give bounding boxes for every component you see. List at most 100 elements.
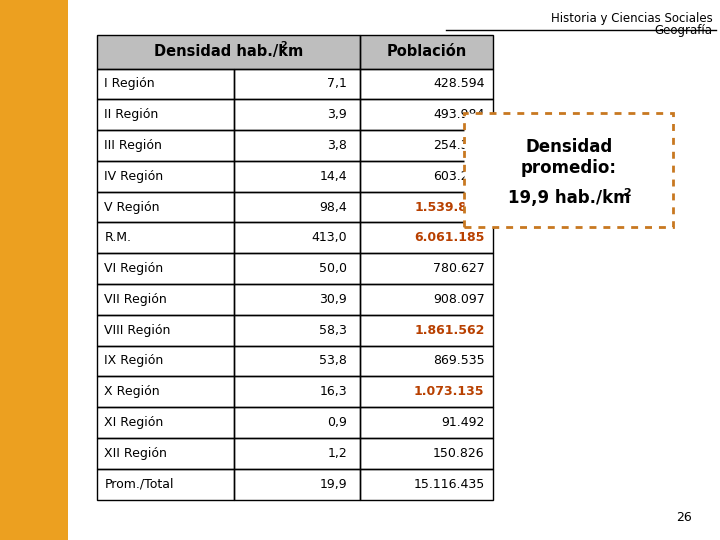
Bar	[97, 315, 234, 346]
Text: 50,0: 50,0	[319, 262, 347, 275]
Bar	[234, 161, 360, 192]
Bar	[360, 161, 493, 192]
Bar	[360, 376, 493, 407]
Bar	[234, 222, 360, 253]
Text: 3,9: 3,9	[328, 108, 347, 122]
Text: 869.535: 869.535	[433, 354, 485, 368]
Bar	[97, 192, 234, 222]
Text: 150.826: 150.826	[433, 447, 485, 460]
Text: XII Región: XII Región	[104, 447, 167, 460]
Text: 908.097: 908.097	[433, 293, 485, 306]
Text: 0,9: 0,9	[327, 416, 347, 429]
Bar	[234, 469, 360, 500]
Text: VII Región: VII Región	[104, 293, 167, 306]
Bar	[234, 315, 360, 346]
Text: X Región: X Región	[104, 385, 160, 399]
Bar	[97, 284, 234, 315]
Bar	[0, 0, 68, 540]
Bar	[97, 253, 234, 284]
Bar	[234, 130, 360, 161]
Bar	[360, 315, 493, 346]
Text: 493.984: 493.984	[433, 108, 485, 122]
Text: III Región: III Región	[104, 139, 162, 152]
Bar	[234, 376, 360, 407]
Bar	[97, 438, 234, 469]
Bar	[360, 69, 493, 99]
Bar	[360, 253, 493, 284]
Bar	[360, 222, 493, 253]
Text: 780.627: 780.627	[433, 262, 485, 275]
Text: 3,8: 3,8	[327, 139, 347, 152]
Text: 58,3: 58,3	[319, 323, 347, 337]
Bar	[360, 284, 493, 315]
Text: 91.492: 91.492	[441, 416, 485, 429]
Bar	[97, 315, 234, 346]
Bar	[234, 438, 360, 469]
Bar	[97, 222, 234, 253]
Text: Historia y Ciencias Sociales: Historia y Ciencias Sociales	[551, 12, 713, 25]
Text: II Región: II Región	[104, 108, 158, 122]
Text: XI Región: XI Región	[104, 416, 163, 429]
Bar	[97, 376, 234, 407]
Bar	[360, 192, 493, 222]
Bar	[97, 130, 234, 161]
Bar	[234, 192, 360, 222]
Text: 1,2: 1,2	[328, 447, 347, 460]
Bar	[234, 407, 360, 438]
Bar	[360, 35, 493, 69]
Bar	[97, 407, 234, 438]
Bar	[360, 284, 493, 315]
Bar	[360, 69, 493, 99]
Bar	[360, 438, 493, 469]
Bar	[234, 407, 360, 438]
Bar	[97, 469, 234, 500]
Bar	[234, 69, 360, 99]
Bar	[97, 161, 234, 192]
Text: IX Región: IX Región	[104, 354, 163, 368]
Bar	[97, 99, 234, 130]
Bar	[97, 222, 234, 253]
Bar	[234, 315, 360, 346]
Bar	[234, 253, 360, 284]
Bar	[360, 192, 493, 222]
Bar	[97, 35, 360, 69]
Bar	[360, 130, 493, 161]
Bar	[360, 469, 493, 500]
Bar	[234, 69, 360, 99]
Bar	[97, 69, 234, 99]
Bar	[234, 346, 360, 376]
Text: 254.336: 254.336	[433, 139, 485, 152]
Bar	[97, 69, 234, 99]
Text: 1.073.135: 1.073.135	[414, 385, 485, 399]
Bar	[234, 438, 360, 469]
Text: 1.539.852: 1.539.852	[414, 200, 485, 214]
Bar	[97, 407, 234, 438]
Bar	[360, 438, 493, 469]
Bar	[234, 99, 360, 130]
Bar	[360, 407, 493, 438]
Bar	[97, 130, 234, 161]
Text: 26: 26	[676, 511, 692, 524]
Text: V Región: V Región	[104, 200, 160, 214]
Bar	[360, 253, 493, 284]
Bar	[97, 35, 360, 69]
Text: 53,8: 53,8	[319, 354, 347, 368]
Bar	[234, 284, 360, 315]
Bar	[97, 161, 234, 192]
Bar	[234, 469, 360, 500]
Bar	[234, 284, 360, 315]
Text: 16,3: 16,3	[320, 385, 347, 399]
Bar	[234, 346, 360, 376]
Bar	[360, 376, 493, 407]
Text: 413,0: 413,0	[312, 231, 347, 245]
Text: 2: 2	[281, 41, 287, 50]
Text: Geografía: Geografía	[654, 24, 713, 37]
Text: Densidad hab./km: Densidad hab./km	[154, 44, 303, 59]
Text: 603.210: 603.210	[433, 170, 485, 183]
Bar	[97, 192, 234, 222]
Bar	[0, 0, 68, 540]
Bar	[360, 469, 493, 500]
Text: 15.116.435: 15.116.435	[413, 477, 485, 491]
Bar	[97, 253, 234, 284]
Bar	[234, 253, 360, 284]
